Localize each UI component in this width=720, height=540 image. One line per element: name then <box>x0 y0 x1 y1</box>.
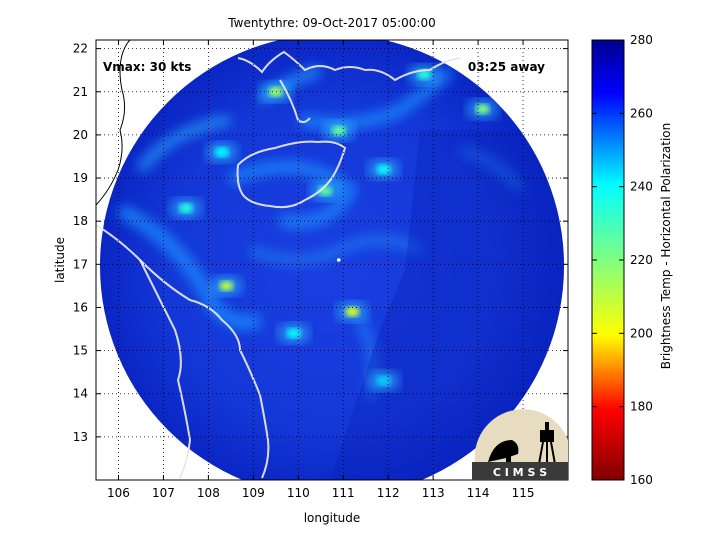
y-tick-label: 17 <box>73 257 88 271</box>
chart-title: Twentythre: 09-Oct-2017 05:00:00 <box>227 16 435 30</box>
y-tick-label: 21 <box>73 85 88 99</box>
x-tick-label: 109 <box>242 486 265 500</box>
y-tick-label: 13 <box>73 430 88 444</box>
x-tick-label: 112 <box>377 486 400 500</box>
hotspot-core <box>178 203 193 214</box>
hotspot-core <box>214 147 229 158</box>
vmax-annotation: Vmax: 30 kts <box>103 60 191 74</box>
y-tick-label: 15 <box>73 344 88 358</box>
hotspot-core <box>376 164 391 175</box>
axes-frame <box>95 39 569 481</box>
colorbar-ticks: 280 260 240 220 200 180 160 <box>592 33 653 487</box>
x-axis-label: longitude <box>304 511 361 525</box>
water-tower-icon <box>540 430 554 442</box>
x-tick-label: 115 <box>512 486 535 500</box>
hotspot-core <box>286 328 301 339</box>
colorbar-gradient <box>591 39 625 481</box>
logo-text: C I M S S <box>493 466 547 479</box>
x-tick-label: 111 <box>332 486 355 500</box>
satellite-dish-icon <box>488 440 519 462</box>
colorbar-tick-label: 160 <box>630 473 653 487</box>
colorbar-tick-label: 180 <box>630 400 653 414</box>
y-tick-label: 20 <box>73 128 88 142</box>
y-axis-ticks: 13 14 15 16 17 18 19 20 21 22 <box>73 42 568 444</box>
colorbar-tick-label: 200 <box>630 326 653 340</box>
colorbar-tick-label: 260 <box>630 106 653 120</box>
y-axis-label: latitude <box>53 237 67 283</box>
colorbar-tick-label: 220 <box>630 253 653 267</box>
colorbar-tick-label: 280 <box>630 33 653 47</box>
colorbar: 280 260 240 220 200 180 160 Brightness Temp - … <box>591 33 673 487</box>
x-tick-label: 113 <box>422 486 445 500</box>
x-axis-ticks: 106 107 108 109 110 111 112 113 114 115 <box>107 40 535 500</box>
hotspot-core <box>268 86 283 97</box>
y-tick-label: 16 <box>73 300 88 314</box>
x-tick-label: 114 <box>467 486 490 500</box>
hotspot-core <box>345 306 360 317</box>
y-tick-label: 19 <box>73 171 88 185</box>
border-vietnam-laos <box>96 40 131 206</box>
cimss-logo: C I M S S <box>472 409 568 480</box>
x-tick-label: 106 <box>107 486 130 500</box>
hotspot-layer <box>169 64 499 391</box>
hotspot-core <box>331 125 346 136</box>
x-tick-label: 107 <box>152 486 175 500</box>
colorbar-tick-label: 240 <box>630 180 653 194</box>
hotspot-core <box>376 375 391 386</box>
time-away-annotation: 03:25 away <box>468 60 545 74</box>
y-tick-label: 22 <box>73 42 88 56</box>
grid-lines <box>96 40 568 480</box>
x-tick-label: 108 <box>197 486 220 500</box>
hotspot-core <box>417 69 432 80</box>
y-tick-label: 14 <box>73 387 88 401</box>
storm-center-marker <box>336 258 341 262</box>
y-tick-label: 18 <box>73 214 88 228</box>
hotspot-core <box>219 280 234 291</box>
colorbar-label: Brightness Temp - Horizontal Polarizatio… <box>659 123 673 370</box>
hotspot-core <box>475 104 490 115</box>
x-tick-label: 110 <box>287 486 310 500</box>
logo-banner <box>472 462 568 480</box>
